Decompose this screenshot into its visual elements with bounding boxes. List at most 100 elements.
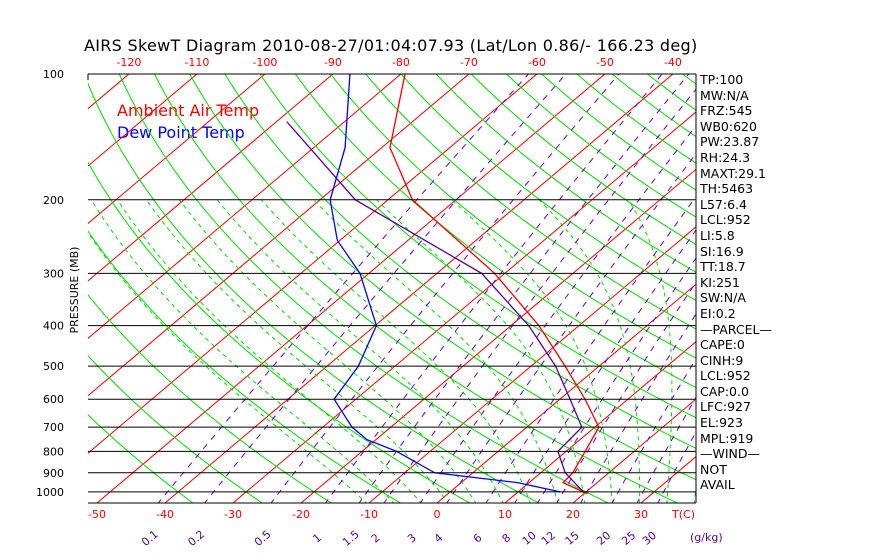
pressure-tick-label: 600 [43,393,64,406]
stat-item: TH:5463 [700,181,754,197]
pressure-tick-label: 500 [43,360,64,373]
isotherm [572,398,696,503]
mixing-ratio-label: 20 [594,529,613,548]
moist-adiabat [216,199,504,503]
mixing-ratio-label: 12 [539,529,558,548]
moist-adiabat [693,483,696,503]
bottom-temp-label: 10 [498,508,512,521]
mixing-ratio-line [157,74,529,503]
isotherm [0,74,61,503]
stat-item: LFC:927 [700,399,751,415]
bottom-temp-label: 20 [566,508,580,521]
dry-adiabat [329,74,696,359]
dry-adiabat [189,74,696,481]
top-temp-label: -90 [324,56,342,69]
stat-item: LI:5.8 [700,227,735,243]
dry-adiabat [88,230,402,503]
mixing-ratio-label: 30 [640,529,659,548]
stat-item: —WIND— [700,446,761,462]
top-temp-label: -60 [528,56,546,69]
moist-adiabat [146,199,449,503]
mixing-ratio-label: 15 [563,529,582,548]
stats-panel: TP:100 MW:N/A FRZ:545 WB0:620 PW:23.87 RH:24.… [700,72,772,493]
mixing-ratio-line [419,124,696,503]
isotherm [88,74,402,339]
isotherm [504,341,696,503]
stat-item: TT:18.7 [700,259,746,275]
dry-adiabat [259,74,696,419]
bottom-temp-label: 30 [634,508,648,521]
moist-adiabat [88,231,368,503]
stat-item: CAP:0.0 [700,383,749,399]
profile-parcel [286,121,584,493]
bottom-temp-label: -20 [292,508,310,521]
top-temp-label: -110 [184,56,209,69]
stat-item: L57:6.4 [700,196,747,212]
bottom-temp-label: -10 [360,508,378,521]
isotherm [368,226,696,503]
mixing-ratio-label: 0.1 [139,528,161,549]
bottom-temp-label: 0 [434,508,441,521]
isotherm [88,74,470,397]
stat-item: LCL:952 [700,212,751,228]
pressure-tick-label: 800 [43,445,64,458]
profile-ambient-air-temp [389,74,600,495]
dry-adiabat [705,65,870,505]
dry-adiabat [470,74,696,246]
dry-adiabat [365,74,696,330]
mixing-ratio-line [556,281,696,503]
pressure-tick-label: 100 [43,68,64,81]
bottom-temp-label: -30 [224,508,242,521]
pressure-tick-label: 700 [43,421,64,434]
mixing-ratio-unit: (g/kg) [690,531,723,544]
mixing-ratio-label: 3 [405,531,419,545]
dry-adiabat [88,161,471,503]
dry-adiabat [88,82,540,503]
isotherm [232,111,696,503]
legend-dewpoint: Dew Point Temp [117,123,245,142]
isotherm [88,74,538,454]
moist-adiabat [116,199,422,503]
stat-item: RH:24.3 [700,149,751,165]
dry-adiabat [88,294,333,503]
moist-adiabat [376,199,586,503]
y-axis-label: PRESSURE (MB) [68,247,81,334]
stat-item: KI:251 [700,274,740,290]
mixing-ratio-line [485,195,696,503]
isotherm [709,74,870,503]
stat-item: MAXT:29.1 [700,165,766,181]
mixing-ratio-line [383,88,696,503]
dry-adiabat [611,74,696,138]
dry-adiabat [153,74,679,503]
mixing-ratio-label: 6 [471,531,485,545]
pressure-tick-label: 900 [43,467,64,480]
mixing-ratio-label: 0.2 [185,528,207,549]
isotherm [164,74,674,503]
dry-adiabat [294,74,696,389]
isotherm [300,168,696,503]
stat-item: TP:100 [700,72,744,87]
mixing-ratio-line [636,396,696,503]
stat-item: EL:923 [700,415,743,431]
mixing-ratio-label: 25 [619,529,638,548]
stat-item: AVAIL [700,477,735,493]
isotherm [88,74,334,282]
mixing-ratio-line [446,152,696,503]
bottom-temp-label: -40 [156,508,174,521]
top-temp-label: -40 [664,56,682,69]
stat-item: SI:16.9 [700,243,744,259]
stat-item: CAPE:0 [700,337,745,353]
mixing-ratio-line [204,74,567,503]
isotherm [777,74,870,503]
top-temp-label: -80 [392,56,410,69]
moist-adiabat [313,199,559,503]
profile-dew-point-temp [329,74,561,493]
dry-adiabat [400,74,696,302]
bottom-temp-label: -50 [88,508,106,521]
dry-adiabat [505,74,696,218]
dry-adiabat [88,354,264,503]
stat-item: —PARCEL— [700,321,772,337]
top-temp-label: -50 [596,56,614,69]
mixing-ratio-label: 1.5 [340,528,362,549]
